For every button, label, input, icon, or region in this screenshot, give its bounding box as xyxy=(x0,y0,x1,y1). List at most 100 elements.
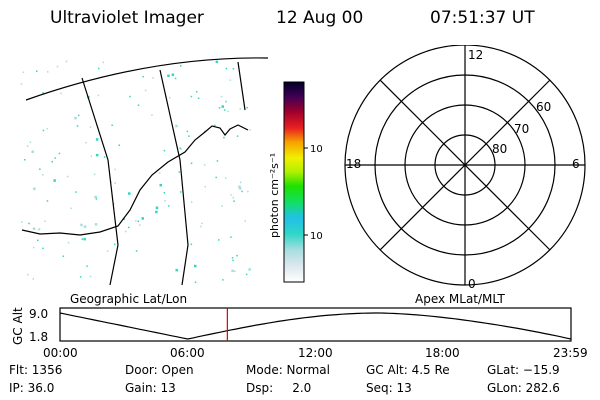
emission-pixel xyxy=(151,114,153,116)
emission-pixel xyxy=(89,275,92,278)
emission-pixel xyxy=(144,89,147,92)
xtick-12: 12:00 xyxy=(298,346,333,360)
xtick-00: 00:00 xyxy=(43,346,78,360)
emission-pixel xyxy=(179,191,182,193)
emission-pixel xyxy=(245,273,248,276)
emission-pixel xyxy=(215,176,217,179)
emission-pixel xyxy=(95,198,98,200)
emission-pixel xyxy=(128,226,130,229)
emission-pixel xyxy=(232,196,234,199)
emission-pixel xyxy=(169,96,171,99)
emission-pixel xyxy=(31,150,34,153)
emission-pixel xyxy=(93,173,96,176)
emission-pixel xyxy=(174,77,177,80)
emission-pixel xyxy=(86,265,88,267)
altitude-plot: GC Alt 9.0 1.8 00:00 06:00 12:00 18:00 2… xyxy=(11,307,588,360)
map-meridian-3 xyxy=(237,61,246,111)
emission-pixel xyxy=(83,225,87,228)
emission-pixel xyxy=(159,183,162,187)
geographic-map xyxy=(20,57,269,286)
emission-pixel xyxy=(221,205,223,207)
emission-pixel xyxy=(94,195,97,199)
altitude-plot-frame xyxy=(59,307,572,342)
emission-pixel xyxy=(214,124,216,127)
emission-pixel xyxy=(114,243,116,246)
altitude-ytick-9: 9.0 xyxy=(29,307,48,321)
emission-pixel xyxy=(239,108,241,110)
emission-pixel xyxy=(75,191,77,193)
emission-pixel xyxy=(135,220,137,222)
emission-pixel xyxy=(94,223,98,226)
emission-pixel xyxy=(155,210,158,214)
geographic-panel-label: Geographic Lat/Lon xyxy=(70,292,188,306)
emission-pixel xyxy=(56,65,59,68)
emission-pixel xyxy=(28,222,30,225)
emission-pixel xyxy=(141,217,144,220)
emission-pixel xyxy=(21,221,23,223)
emission-pixel xyxy=(196,91,198,93)
emission-pixel xyxy=(65,60,68,63)
emission-pixel xyxy=(167,74,170,77)
mlt-label-0: 0 xyxy=(468,277,476,291)
emission-pixel xyxy=(222,279,224,281)
emission-pixel xyxy=(178,171,180,173)
seq-info: Seq: 13 xyxy=(366,381,412,395)
emission-pixel xyxy=(225,67,228,70)
emission-pixel xyxy=(201,222,203,225)
emission-pixel xyxy=(229,79,232,81)
emission-pixel xyxy=(190,243,193,246)
emission-pixel xyxy=(22,71,25,73)
emission-pixel xyxy=(38,228,41,230)
mlat-label-80: 80 xyxy=(492,142,507,156)
emission-pixel xyxy=(231,257,234,259)
emission-pixel xyxy=(106,250,109,252)
emission-pixel xyxy=(234,270,236,272)
emission-pixel xyxy=(58,152,61,155)
mlt-label-18: 18 xyxy=(346,157,361,171)
emission-pixel xyxy=(190,162,193,165)
emission-pixel xyxy=(163,149,166,152)
emission-pixel xyxy=(76,125,79,127)
emission-pixel xyxy=(179,147,181,149)
polar-plot: 12 18 6 0 60 70 80 xyxy=(344,45,586,291)
emission-pixel xyxy=(33,246,35,249)
emission-pixel xyxy=(248,268,251,271)
emission-pixel xyxy=(204,186,206,188)
colorbar: 100 10 photon cm⁻²s⁻¹ xyxy=(268,81,322,283)
emission-pixel xyxy=(37,239,39,242)
emission-pixel xyxy=(24,159,26,161)
emission-pixel xyxy=(66,175,69,178)
colorbar-tick-100: 100 xyxy=(310,144,322,155)
emission-pixel xyxy=(232,68,235,70)
colorbar-gradient xyxy=(283,81,305,283)
altitude-ylabel: GC Alt xyxy=(11,307,25,345)
emission-pixel xyxy=(111,124,113,126)
emission-pixel xyxy=(29,141,32,143)
emission-pixel xyxy=(37,229,40,231)
emission-pixel xyxy=(225,100,227,103)
emission-pixel xyxy=(218,239,220,241)
emission-pixel xyxy=(216,160,219,162)
emission-pixel xyxy=(113,203,115,205)
emission-pixel xyxy=(102,61,104,64)
emission-pixel xyxy=(186,130,189,133)
map-meridian-2 xyxy=(159,69,189,286)
emission-pixel xyxy=(80,223,83,227)
emission-pixel xyxy=(118,144,120,146)
emission-pixel xyxy=(227,110,229,113)
emission-pixel xyxy=(78,114,80,117)
emission-pixel xyxy=(135,250,138,252)
xtick-06: 06:00 xyxy=(170,346,205,360)
door-info: Door: Open xyxy=(125,363,194,377)
emission-pixel xyxy=(190,95,193,98)
emission-pixel xyxy=(215,60,219,64)
emission-pixel xyxy=(85,141,87,144)
emission-pixel xyxy=(233,200,235,202)
emission-pixel xyxy=(42,92,44,94)
emission-pixel xyxy=(79,276,82,278)
emission-pixel xyxy=(32,227,36,230)
colorbar-tick-10: 10 xyxy=(310,231,322,242)
emission-pixel xyxy=(124,230,127,233)
emission-pixel xyxy=(114,168,116,171)
emission-pixel xyxy=(159,172,161,174)
